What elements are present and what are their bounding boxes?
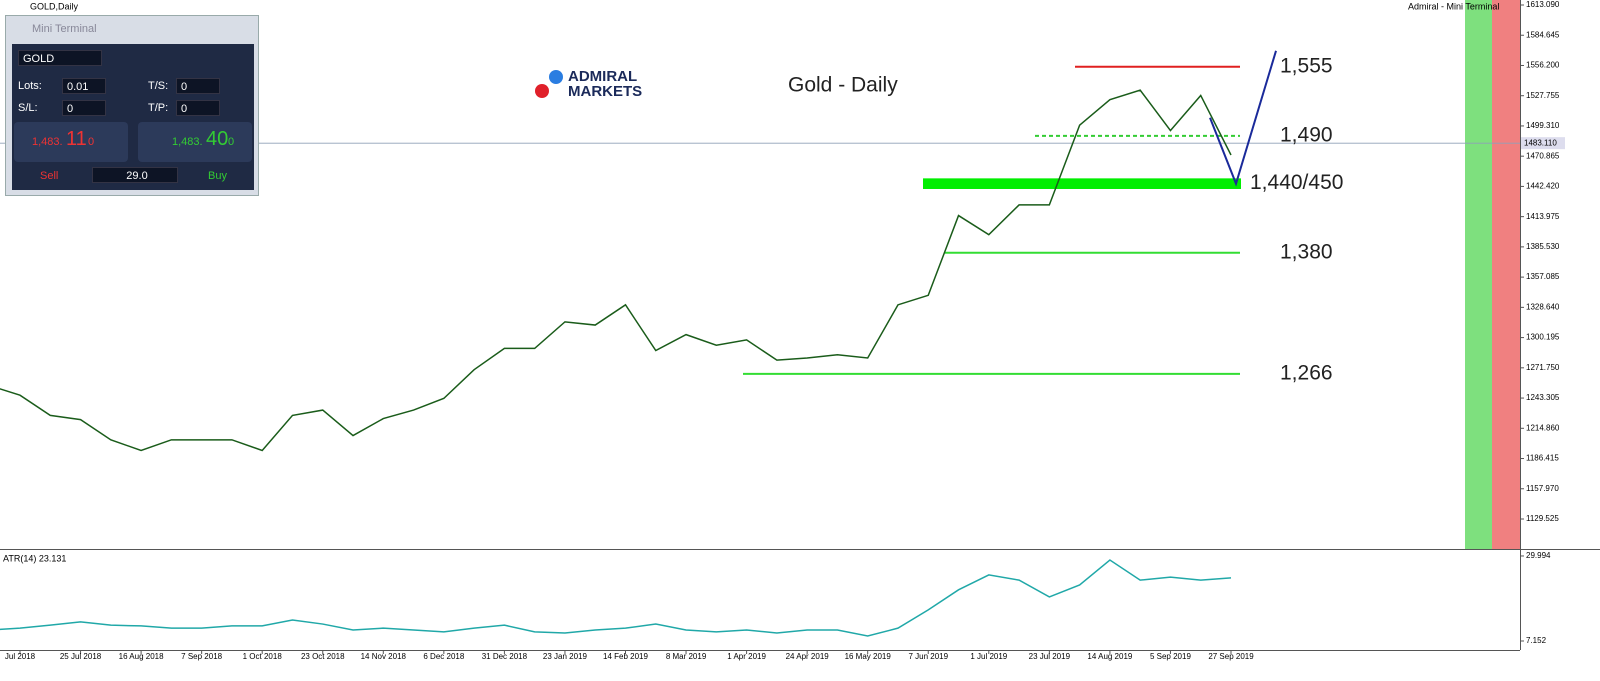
label: T/S: <box>148 80 169 92</box>
y-tick-label: 29.994 <box>1526 551 1551 560</box>
label: Lots: <box>18 80 42 92</box>
y-tick-label: 1556.200 <box>1526 61 1560 70</box>
x-tick-label: 1 Oct 2018 <box>243 652 283 661</box>
logo-dot <box>549 70 563 84</box>
x-tick-label: 24 Apr 2019 <box>786 652 830 661</box>
price: 1,483. <box>32 136 63 148</box>
y-tick-label: 1470.865 <box>1526 151 1560 160</box>
tp-input[interactable]: 0 <box>176 100 220 116</box>
price: 1,483. <box>172 136 203 148</box>
x-tick-label: 16 Aug 2018 <box>119 652 164 661</box>
level-label: 1,490 <box>1280 123 1333 146</box>
ts-input[interactable]: 0 <box>176 78 220 94</box>
sell-label[interactable]: Sell <box>40 170 59 182</box>
indicator-title: ATR(14) 23.131 <box>3 553 66 563</box>
level-label: 1,266 <box>1280 361 1333 384</box>
y-tick-label: 1328.640 <box>1526 302 1560 311</box>
sl-input[interactable]: 0 <box>62 100 106 116</box>
support-band <box>923 178 1241 189</box>
x-tick-label: 1 Apr 2019 <box>727 652 766 661</box>
level-label: 1,440/450 <box>1250 171 1343 194</box>
y-tick-label: 1499.310 <box>1526 121 1560 130</box>
mini-terminal-body: GOLD Lots: 0.01 T/S: 0 S/L: 0 T/P: 0 1,4… <box>12 44 254 190</box>
x-tick-label: 6 Dec 2018 <box>423 652 464 661</box>
y-tick-label: 1413.975 <box>1526 212 1560 221</box>
x-tick-label: 31 Dec 2018 <box>482 652 528 661</box>
y-tick-label: 1527.755 <box>1526 91 1560 100</box>
y-tick-label: 1385.530 <box>1526 242 1560 251</box>
x-tick-label: 7 Jun 2019 <box>908 652 948 661</box>
y-tick-label: 1357.085 <box>1526 272 1560 281</box>
logo-text: ADMIRAL <box>568 68 637 85</box>
buy-button[interactable]: 1,483. 40 0 <box>138 122 252 162</box>
x-tick-label: 8 Mar 2019 <box>666 652 707 661</box>
lots-input[interactable]: 0.01 <box>62 78 106 94</box>
price: 0 <box>228 136 235 148</box>
x-tick-label: 23 Jul 2019 <box>1029 652 1071 661</box>
price: 11 <box>66 128 87 150</box>
logo-text: MARKETS <box>568 83 642 100</box>
mini-terminal[interactable]: Mini Terminal GOLD Lots: 0.01 T/S: 0 S/L… <box>5 15 259 196</box>
x-tick-label: 27 Sep 2019 <box>1208 652 1254 661</box>
y-tick-label: 7.152 <box>1526 636 1547 645</box>
x-tick-label: 5 Sep 2019 <box>1150 652 1191 661</box>
y-tick-label: 1214.860 <box>1526 423 1560 432</box>
y-tick-label: 1300.195 <box>1526 333 1560 342</box>
price: 40 <box>206 128 229 150</box>
x-tick-label: 25 Jul 2018 <box>60 652 102 661</box>
y-tick-label: 1584.645 <box>1526 30 1560 39</box>
y-tick-label: 1186.415 <box>1526 454 1559 463</box>
x-tick-label: 23 Jan 2019 <box>543 652 588 661</box>
y-tick-label: 1271.750 <box>1526 363 1560 372</box>
current-price-label: 1483.110 <box>1524 138 1557 147</box>
mini-terminal-title: Mini Terminal <box>32 23 97 35</box>
sell-button[interactable]: 1,483. 11 0 <box>14 122 128 162</box>
price-line <box>0 89 1232 452</box>
window-title: GOLD,Daily <box>30 1 79 11</box>
x-tick-label: 7 Sep 2018 <box>181 652 222 661</box>
x-tick-label: 14 Feb 2019 <box>603 652 648 661</box>
x-tick-label: 23 Oct 2018 <box>301 652 345 661</box>
label: T/P: <box>148 102 169 114</box>
x-tick-label: 16 May 2019 <box>845 652 892 661</box>
label: S/L: <box>18 102 38 114</box>
red-panel <box>1492 0 1520 549</box>
x-tick-label: 1 Jul 2019 <box>970 652 1007 661</box>
y-tick-label: 1157.970 <box>1526 484 1559 493</box>
logo-dot <box>535 84 549 98</box>
x-tick-label: 14 Nov 2018 <box>361 652 407 661</box>
price: 0 <box>88 136 95 148</box>
green-panel <box>1465 0 1492 549</box>
y-tick-label: 1243.305 <box>1526 393 1560 402</box>
projection-arrow <box>1209 50 1277 187</box>
x-tick-label: 14 Aug 2019 <box>1087 652 1132 661</box>
y-tick-label: 1442.420 <box>1526 182 1560 191</box>
y-tick-label: 1129.525 <box>1526 514 1559 523</box>
x-tick-label: Jul 2018 <box>5 652 36 661</box>
current-price-tag <box>1521 137 1565 150</box>
price-line <box>0 559 1232 637</box>
symbol-select[interactable]: GOLD <box>18 50 102 66</box>
buy-label[interactable]: Buy <box>208 170 227 182</box>
level-label: 1,555 <box>1280 54 1333 77</box>
terminal-label: Admiral - Mini Terminal <box>1408 1 1499 11</box>
level-label: 1,380 <box>1280 240 1333 263</box>
spread: 29.0 <box>92 167 178 183</box>
y-tick-label: 1613.090 <box>1526 0 1560 9</box>
chart-title: Gold - Daily <box>788 74 898 97</box>
